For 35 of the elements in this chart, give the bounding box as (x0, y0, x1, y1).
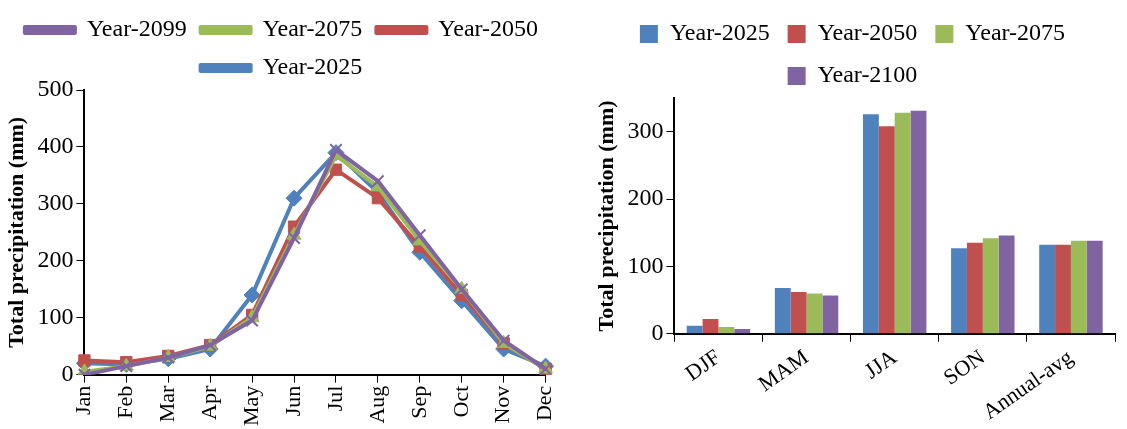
legend-label: Year-2100 (817, 61, 918, 88)
x-tick-label: Jul (321, 385, 347, 412)
y-tick-label: 100 (37, 303, 74, 330)
x-tick-label: DJF (680, 343, 725, 386)
x-tick-label: Aug (363, 385, 389, 424)
y-tick-label: 200 (37, 246, 74, 273)
x-tick-label: Feb (112, 385, 138, 419)
legend-label: Year-2075 (262, 15, 363, 42)
legend-label: Year-2025 (262, 53, 363, 80)
x-tick-label: Oct (447, 385, 473, 418)
y-tick-label: 400 (37, 132, 74, 159)
y-tick-label: 300 (627, 116, 664, 143)
y-axis-title: Total precipitation (mm) (2, 116, 28, 348)
y-tick-label: 0 (651, 319, 664, 346)
legend-label: Year-2050 (817, 19, 918, 46)
x-tick-label: May (237, 385, 263, 426)
x-tick-label: Apr (195, 385, 221, 420)
y-axis-title: Total precipitation (mm) (592, 100, 618, 332)
x-tick-label: Sep (405, 385, 431, 419)
legend-label: Year-2050 (438, 15, 539, 42)
y-tick-label: 500 (37, 75, 74, 102)
x-tick-label: Dec (531, 385, 557, 422)
y-tick-label: 100 (627, 251, 664, 278)
legend-label: Year-2099 (86, 15, 187, 42)
x-tick-label: SON (938, 343, 990, 390)
x-tick-label: JJA (859, 343, 901, 384)
x-tick-label: Jun (279, 385, 305, 417)
y-tick-label: 0 (61, 359, 74, 386)
legend-label: Year-2025 (669, 19, 770, 46)
y-tick-label: 200 (627, 184, 664, 211)
legend-label: Year-2075 (965, 19, 1066, 46)
x-tick-label: Mar (154, 385, 180, 423)
y-tick-label: 300 (37, 189, 74, 216)
x-tick-label: Jan (70, 385, 96, 415)
x-tick-label: Nov (489, 385, 515, 424)
